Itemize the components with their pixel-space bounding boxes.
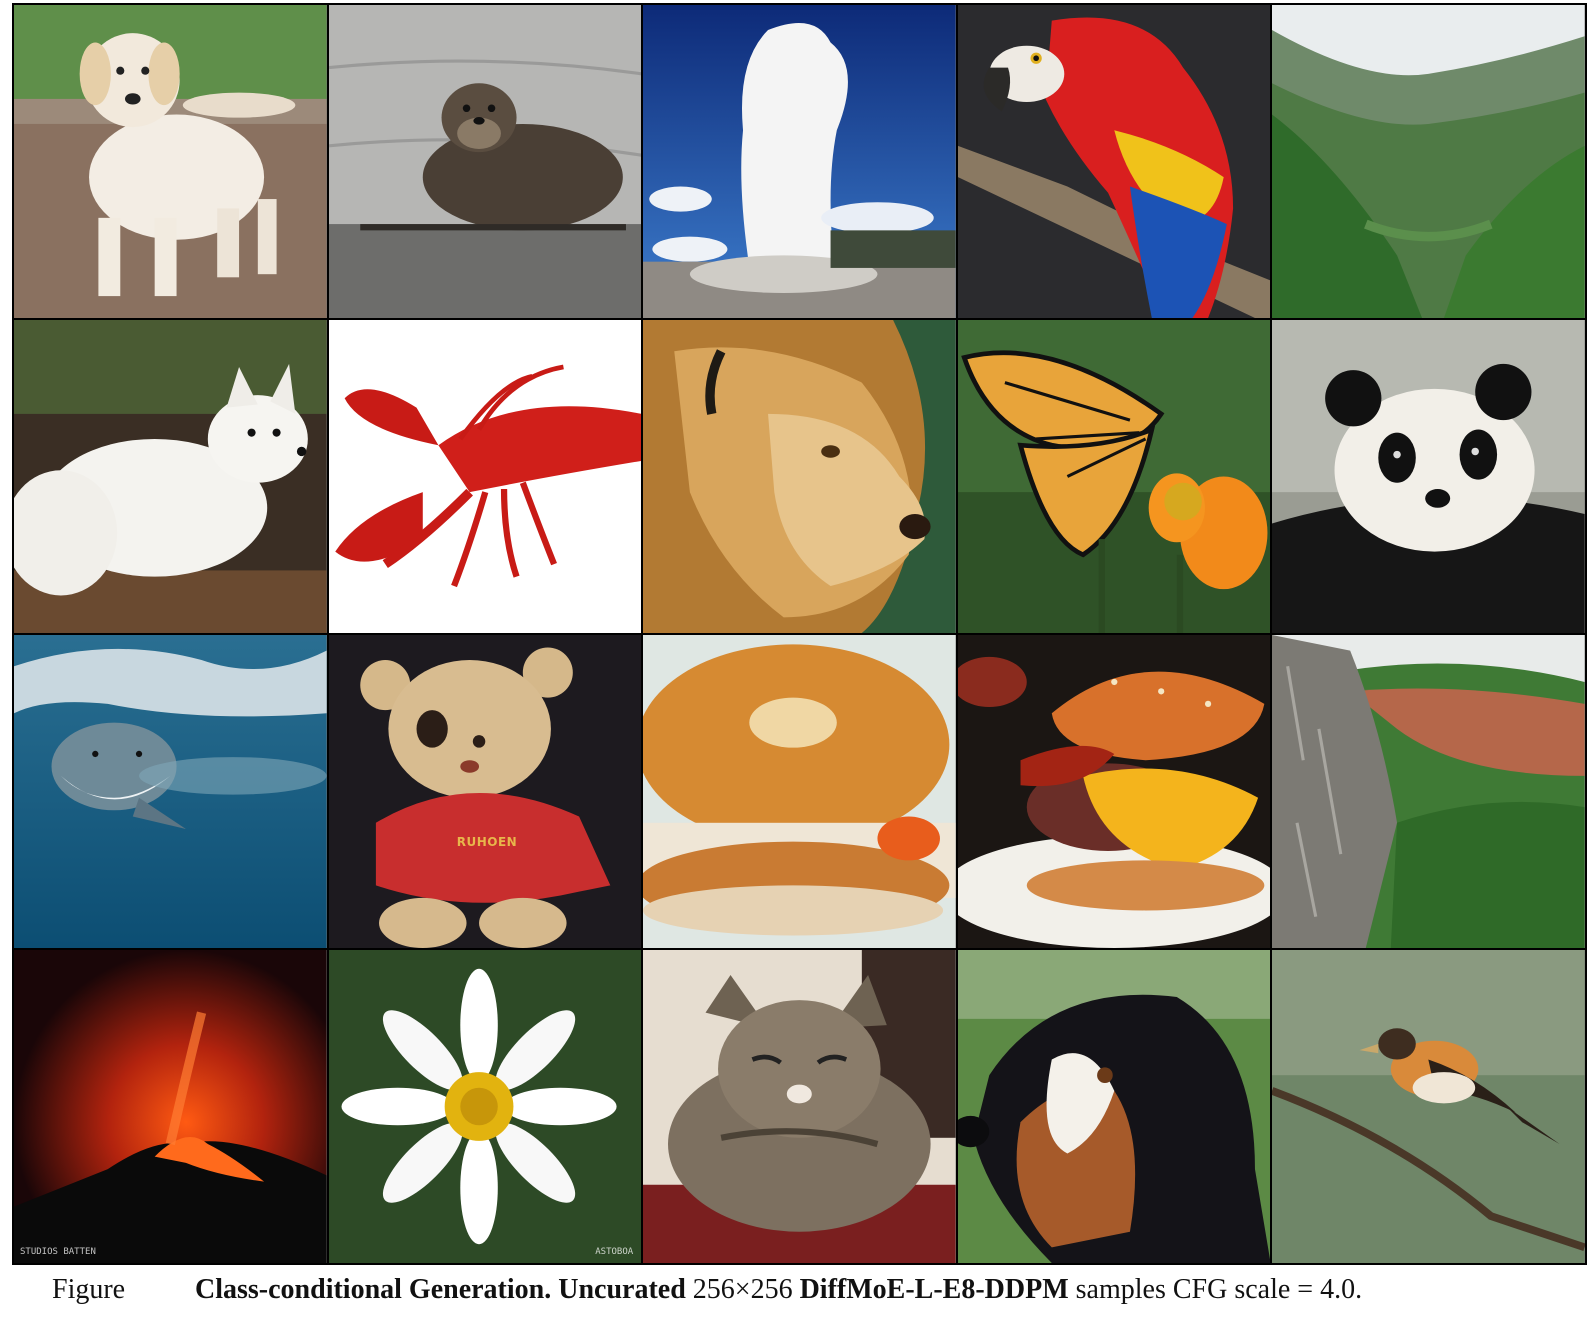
panel-geyser (643, 5, 956, 318)
figure-caption: Figure Class-conditional Generation. Uncu… (52, 1272, 1572, 1308)
panel-volcano: STUDIOS BATTEN (14, 950, 327, 1263)
caption-emph: Uncurated (558, 1274, 686, 1305)
panel-bernese-mountain-dog (957, 950, 1271, 1263)
brambling-image (1272, 950, 1585, 1263)
volcano-watermark: STUDIOS BATTEN (20, 1247, 96, 1257)
teddy-bear-image (328, 635, 642, 948)
panel-otter (328, 5, 642, 318)
otter-image (328, 5, 642, 318)
great-white-shark-image (14, 635, 327, 948)
panel-arctic-fox (14, 320, 327, 633)
panel-lion (643, 320, 956, 633)
teddy-bear-sweater-text: RUHOEN (456, 835, 518, 850)
valley-image (1272, 5, 1585, 318)
panel-golden-retriever-puppy (14, 5, 327, 318)
panel-teddy-bear: RUHOEN (328, 635, 642, 948)
caption-title: Class-conditional Generation. (195, 1274, 552, 1305)
caption-rest: samples CFG scale = 4.0. (1075, 1274, 1363, 1305)
bagel-image (643, 635, 956, 948)
golden-retriever-puppy-image (14, 5, 327, 318)
panel-cliff (1272, 635, 1585, 948)
caption-model: DiffMoE-L-E8-DDPM (799, 1274, 1069, 1305)
panel-great-white-shark (14, 635, 327, 948)
cliff-image (1272, 635, 1585, 948)
bernese-mountain-dog-image (957, 950, 1271, 1263)
macaw-image (957, 5, 1271, 318)
caption-resolution: 256×256 (692, 1274, 793, 1305)
figure-label: Figure (52, 1274, 126, 1305)
panel-bagel (643, 635, 956, 948)
tabby-cat-image (643, 950, 956, 1263)
monarch-butterfly-image (957, 320, 1271, 633)
lobster-image (328, 320, 642, 633)
sample-grid: RUHOEN (14, 5, 1585, 1263)
panel-valley (1272, 5, 1585, 318)
panel-tabby-cat (643, 950, 956, 1263)
volcano-image (14, 950, 327, 1263)
panel-lobster (328, 320, 642, 633)
panel-daisy: ASTOBOA (328, 950, 642, 1263)
daisy-image (328, 950, 642, 1263)
panel-brambling (1272, 950, 1585, 1263)
daisy-watermark: ASTOBOA (595, 1247, 634, 1257)
lion-image (643, 320, 956, 633)
cheeseburger-image (957, 635, 1271, 948)
panel-macaw (957, 5, 1271, 318)
geyser-image (643, 5, 956, 318)
giant-panda-image (1272, 320, 1585, 633)
panel-giant-panda (1272, 320, 1585, 633)
sample-grid-figure: RUHOEN (12, 3, 1587, 1265)
arctic-fox-image (14, 320, 327, 633)
panel-cheeseburger (957, 635, 1271, 948)
panel-monarch-butterfly (957, 320, 1271, 633)
